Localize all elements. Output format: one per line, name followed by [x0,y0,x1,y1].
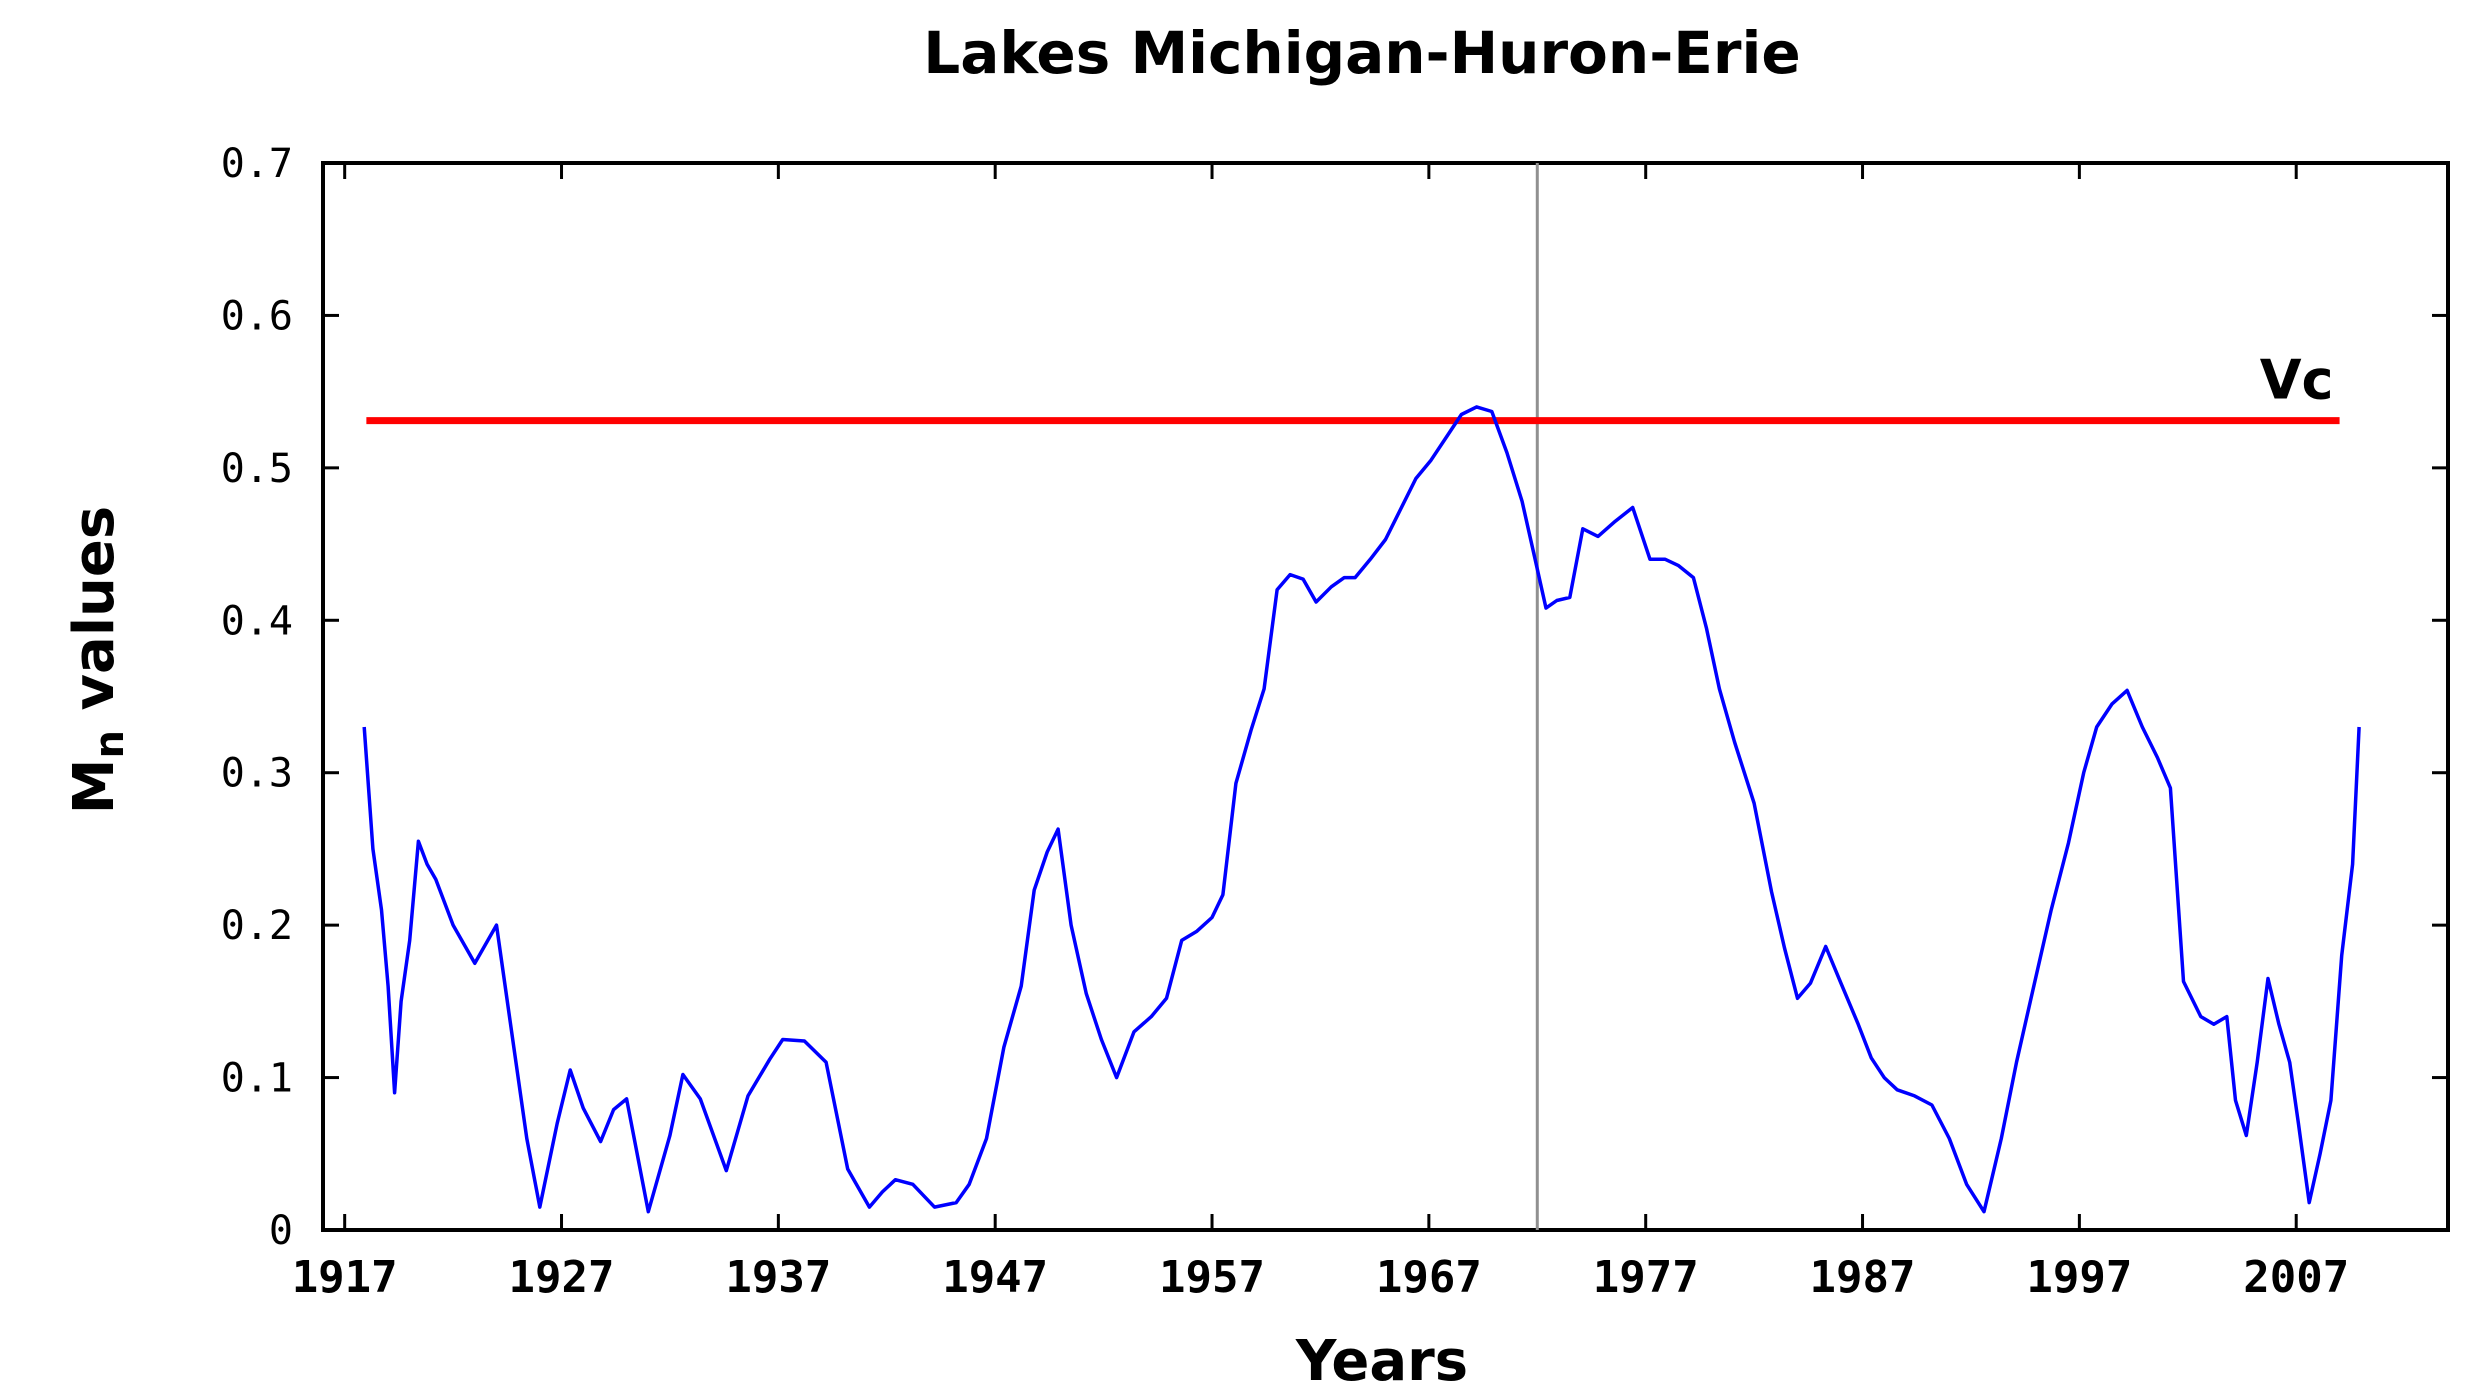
x-tick-label: 2007 [2243,1252,2349,1303]
x-tick-label: 1947 [942,1252,1048,1303]
y-axis-label: Mn values [62,506,133,814]
y-tick-label: 0.2 [221,903,293,949]
y-axis-ticks: 0 0.1 0.2 0.3 0.4 0.5 0.6 0.7 [221,141,2448,1254]
x-tick-label: 1927 [509,1252,615,1303]
y-tick-label: 0.6 [221,293,293,339]
y-tick-label: 0.5 [221,446,293,492]
y-tick-label: 0.3 [221,751,293,797]
y-tick-label: 0.7 [221,141,293,187]
y-axis-label-rest: values [62,506,127,730]
x-tick-label: 1987 [1810,1252,1916,1303]
series-line [362,405,2361,1214]
x-tick-label: 1967 [1376,1252,1482,1303]
chart-title: Lakes Michigan-Huron-Erie [923,19,1800,87]
y-axis-label-main: M [62,758,127,814]
y-tick-label: 0.4 [221,598,293,644]
y-tick-label: 0 [269,1208,293,1254]
plot-frame [321,161,2450,1232]
x-tick-label: 1937 [725,1252,831,1303]
x-tick-label: 1977 [1593,1252,1699,1303]
vc-label: Vc [2260,349,2334,412]
x-tick-label: 1957 [1159,1252,1265,1303]
y-tick-label: 0.1 [221,1056,293,1102]
x-tick-label: 1997 [2026,1252,2132,1303]
x-tick-label: 1917 [292,1252,398,1303]
x-axis-ticks: 1917 1927 1937 1947 1957 1967 1977 1987 1997 2007 [292,163,2349,1303]
x-axis-label: Years [1295,1329,1468,1394]
y-axis-label-subscript: n [87,730,133,758]
